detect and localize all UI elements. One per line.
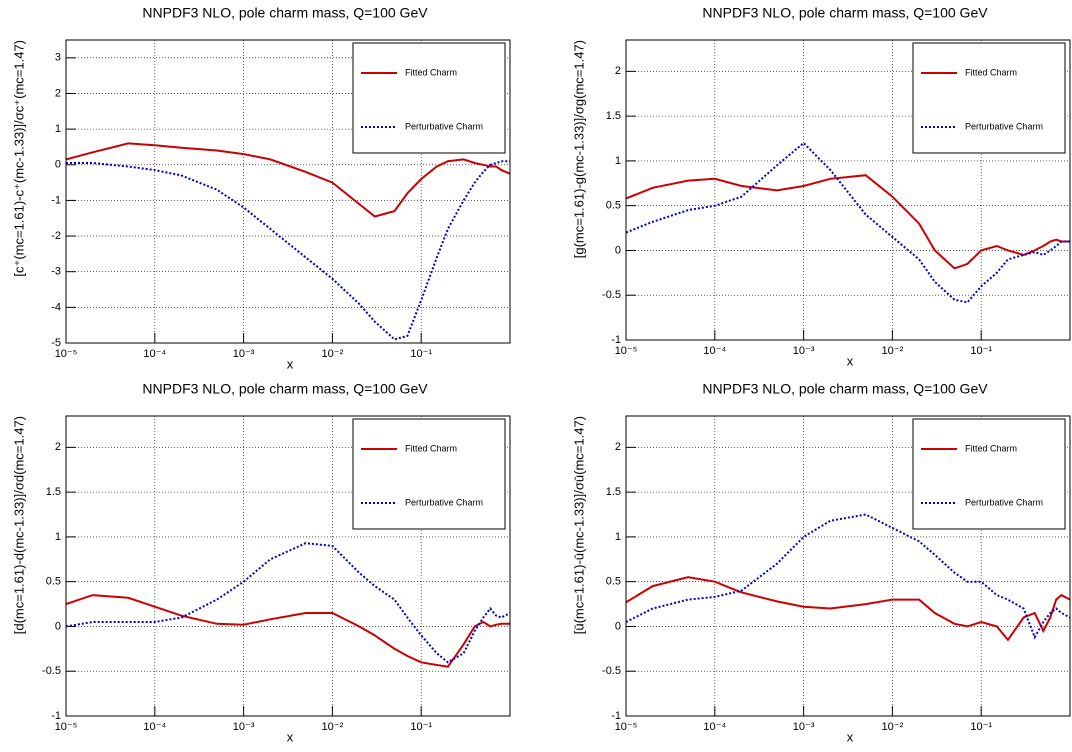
- series-line: [626, 513, 1070, 640]
- x-tick-label: 10⁻²: [882, 345, 904, 357]
- legend-label: Perturbative Charm: [405, 497, 483, 507]
- y-tick-label: 1: [55, 123, 61, 135]
- x-tick-label: 10⁻⁴: [143, 348, 166, 360]
- legend-label: Fitted Charm: [405, 67, 457, 77]
- y-tick-label: 1.5: [606, 110, 621, 122]
- y-tick-label: 0: [55, 620, 61, 632]
- chart-title: NNPDF3 NLO, pole charm mass, Q=100 GeV: [142, 381, 428, 397]
- y-tick-label: 0: [615, 620, 621, 632]
- legend-label: Perturbative Charm: [405, 121, 483, 131]
- series-line: [626, 576, 1070, 642]
- y-tick-label: -5: [51, 337, 61, 349]
- y-tick-label: -1: [51, 710, 61, 722]
- x-tick-label: 10⁻¹: [410, 721, 432, 733]
- series-line: [626, 174, 1070, 270]
- y-tick-label: -0.5: [42, 665, 61, 677]
- chart-title: NNPDF3 NLO, pole charm mass, Q=100 GeV: [142, 5, 428, 21]
- y-tick-label: 1.5: [606, 486, 621, 498]
- legend-label: Fitted Charm: [965, 443, 1017, 453]
- y-tick-label: -1: [611, 334, 621, 346]
- legend-label: Fitted Charm: [405, 443, 457, 453]
- y-tick-label: 1: [615, 155, 621, 167]
- y-tick-label: 0.5: [606, 576, 621, 588]
- x-tick-label: 10⁻⁴: [703, 721, 726, 733]
- x-tick-label: 10⁻⁵: [615, 721, 638, 733]
- x-tick-label: 10⁻⁵: [615, 345, 638, 357]
- x-tick-label: 10⁻¹: [970, 721, 992, 733]
- x-tick-label: 10⁻⁵: [55, 721, 78, 733]
- y-tick-label: -1: [51, 194, 61, 206]
- y-tick-label: 2: [55, 87, 61, 99]
- legend-box: [352, 418, 506, 530]
- y-tick-label: 1: [55, 531, 61, 543]
- plot-border: [65, 39, 511, 344]
- y-tick-label: 1.5: [46, 486, 61, 498]
- y-axis-label: [g(mc=1.61)-g(mc-1.33)]/σg(mc=1.47): [571, 40, 586, 258]
- y-tick-label: 0.5: [46, 576, 61, 588]
- plot-border: [65, 415, 511, 717]
- x-tick-label: 10⁻⁴: [703, 345, 726, 357]
- x-tick-label: 10⁻⁵: [55, 348, 78, 360]
- y-tick-label: -0.5: [602, 665, 621, 677]
- y-tick-label: 3: [55, 52, 61, 64]
- y-axis-label: [c⁺(mc=1.61)-c⁺(mc-1.33)]/σc⁺(mc=1.47): [11, 40, 26, 277]
- x-tick-label: 10⁻³: [793, 345, 815, 357]
- legend-label: Perturbative Charm: [965, 121, 1043, 131]
- x-axis-label: x: [847, 353, 854, 368]
- y-tick-label: 2: [615, 65, 621, 77]
- x-axis-label: x: [287, 356, 294, 371]
- legend-box: [352, 42, 506, 154]
- x-tick-label: 10⁻³: [233, 348, 255, 360]
- y-tick-label: 0: [55, 159, 61, 171]
- x-tick-label: 10⁻²: [882, 721, 904, 733]
- y-tick-label: -4: [51, 301, 61, 313]
- chart-title: NNPDF3 NLO, pole charm mass, Q=100 GeV: [702, 381, 988, 397]
- series-line: [626, 141, 1070, 304]
- y-tick-label: -0.5: [602, 289, 621, 301]
- x-axis-label: x: [847, 729, 854, 744]
- series-line: [66, 160, 510, 341]
- y-tick-label: 1: [615, 531, 621, 543]
- y-tick-label: 0: [615, 244, 621, 256]
- x-tick-label: 10⁻¹: [410, 348, 432, 360]
- y-tick-label: 2: [615, 441, 621, 453]
- x-tick-label: 10⁻²: [322, 348, 344, 360]
- y-axis-label: [d(mc=1.61)-d(mc-1.33)]/σd(mc=1.47): [11, 416, 26, 634]
- legend-box: [912, 42, 1066, 154]
- series-line: [66, 594, 510, 668]
- x-tick-label: 10⁻³: [233, 721, 255, 733]
- legend-label: Fitted Charm: [965, 67, 1017, 77]
- x-tick-label: 10⁻¹: [970, 345, 992, 357]
- x-tick-label: 10⁻⁴: [143, 721, 166, 733]
- legend-label: Perturbative Charm: [965, 497, 1043, 507]
- series-line: [66, 142, 510, 218]
- x-tick-label: 10⁻³: [793, 721, 815, 733]
- y-axis-label: [ū(mc=1.61)-ū(mc-1.33)]/σū(mc=1.47): [571, 416, 586, 634]
- y-tick-label: -1: [611, 710, 621, 722]
- legend-box: [912, 418, 1066, 530]
- chart-title: NNPDF3 NLO, pole charm mass, Q=100 GeV: [702, 5, 988, 21]
- plot-border: [625, 415, 1071, 717]
- y-tick-label: -2: [51, 230, 61, 242]
- x-axis-label: x: [287, 729, 294, 744]
- x-tick-label: 10⁻²: [322, 721, 344, 733]
- y-tick-label: 0.5: [606, 200, 621, 212]
- plot-border: [625, 39, 1071, 341]
- y-tick-label: -3: [51, 266, 61, 278]
- y-tick-label: 2: [55, 441, 61, 453]
